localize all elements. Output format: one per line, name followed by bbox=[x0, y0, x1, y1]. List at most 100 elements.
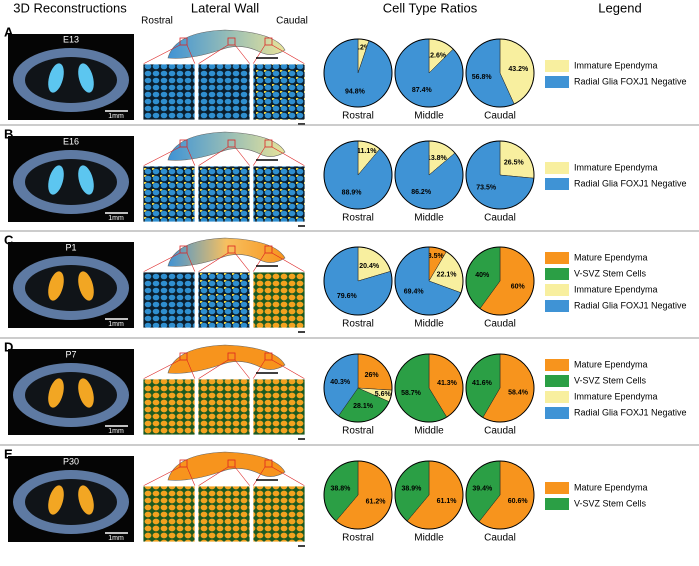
zoom-line bbox=[234, 44, 251, 65]
wall-box bbox=[227, 139, 236, 148]
pie-title: Middle bbox=[414, 319, 444, 330]
wall-box bbox=[227, 245, 236, 254]
scale-label: 1mm bbox=[108, 321, 124, 328]
brain-inner bbox=[25, 479, 117, 525]
pie-border bbox=[394, 460, 464, 530]
ventricle bbox=[48, 63, 64, 93]
column-header: Legend bbox=[598, 0, 641, 15]
slice-label: 38.9% bbox=[401, 485, 422, 492]
wall-box bbox=[179, 459, 188, 468]
scale-label: 1mm bbox=[108, 215, 124, 222]
slice-label: 8.5% bbox=[428, 253, 445, 260]
legend-swatch bbox=[545, 268, 569, 280]
zoom-line bbox=[234, 252, 251, 273]
legend-label: Immature Ependyma bbox=[574, 162, 658, 172]
pie-border bbox=[323, 353, 393, 423]
zoom-line bbox=[142, 252, 181, 273]
pie-border bbox=[465, 353, 535, 423]
cell-tile bbox=[252, 63, 306, 121]
ventricle bbox=[78, 271, 94, 301]
legend-swatch bbox=[545, 76, 569, 88]
legend-label: Radial Glia FOXJ1 Negative bbox=[574, 407, 687, 417]
cell-tile bbox=[252, 165, 306, 223]
zoom-line bbox=[252, 252, 266, 273]
lateral-wall bbox=[167, 451, 286, 481]
wall-box bbox=[227, 37, 236, 46]
slice-label: 38.8% bbox=[331, 485, 352, 492]
slice-label: 43.2% bbox=[508, 66, 529, 73]
pie-border bbox=[323, 246, 393, 316]
ventricle bbox=[78, 485, 94, 515]
legend-swatch bbox=[545, 300, 569, 312]
zoom-line bbox=[186, 252, 196, 273]
brain-inner bbox=[25, 159, 117, 205]
legend-label: Radial Glia FOXJ1 Negative bbox=[574, 300, 687, 310]
zoom-line bbox=[186, 359, 196, 380]
slice-label: 26.5% bbox=[504, 159, 525, 166]
legend-swatch bbox=[545, 359, 569, 371]
slice-label: 94.8% bbox=[345, 88, 366, 95]
zoom-line bbox=[142, 359, 181, 380]
ventricle bbox=[78, 165, 94, 195]
pie-border bbox=[323, 38, 393, 108]
pie-title: Caudal bbox=[484, 533, 516, 544]
zoom-line bbox=[186, 466, 196, 487]
slice-label: 41.6% bbox=[472, 380, 493, 387]
pie-title: Rostral bbox=[342, 213, 374, 224]
pie-title: Caudal bbox=[484, 213, 516, 224]
zoom-line bbox=[234, 466, 251, 487]
pie-border bbox=[465, 246, 535, 316]
slice-label: 40.3% bbox=[330, 379, 351, 386]
pie-border bbox=[394, 353, 464, 423]
slice-label: 40% bbox=[475, 272, 490, 279]
legend-label: Mature Ependyma bbox=[574, 482, 648, 492]
lateral-wall bbox=[167, 344, 286, 374]
zoom-line bbox=[252, 44, 266, 65]
zoom-line bbox=[197, 146, 229, 167]
wall-box bbox=[227, 352, 236, 361]
pie-title: Rostral bbox=[342, 426, 374, 437]
zoom-line bbox=[252, 359, 266, 380]
zoom-line bbox=[271, 252, 306, 273]
zoom-line bbox=[186, 146, 196, 167]
stage-label: P1 bbox=[65, 242, 76, 252]
wall-box bbox=[179, 37, 188, 46]
pie-title: Middle bbox=[414, 533, 444, 544]
lateral-wall bbox=[167, 131, 286, 161]
zoom-line bbox=[271, 146, 306, 167]
slice-label: 13.8% bbox=[427, 155, 448, 162]
legend-swatch bbox=[545, 407, 569, 419]
pie-border bbox=[394, 140, 464, 210]
zoom-line bbox=[271, 44, 306, 65]
slice-label: 61.1% bbox=[437, 498, 458, 505]
slice-label: 87.4% bbox=[412, 87, 433, 94]
ventricle bbox=[48, 485, 64, 515]
zoom-line bbox=[142, 466, 181, 487]
legend-label: Immature Ependyma bbox=[574, 284, 658, 294]
legend-label: Immature Ependyma bbox=[574, 391, 658, 401]
lateral-wall bbox=[167, 29, 286, 59]
pie-title: Caudal bbox=[484, 111, 516, 122]
wall-box bbox=[264, 352, 273, 361]
pie-border bbox=[394, 38, 464, 108]
legend-label: Mature Ependyma bbox=[574, 359, 648, 369]
stage-label: P7 bbox=[65, 349, 76, 359]
slice-label: 79.6% bbox=[337, 293, 358, 300]
wall-box bbox=[227, 459, 236, 468]
slice-label: 58.7% bbox=[401, 390, 422, 397]
wall-box bbox=[179, 352, 188, 361]
ventricle bbox=[78, 63, 94, 93]
pie-border bbox=[323, 460, 393, 530]
cell-tile bbox=[197, 378, 251, 436]
panel-letter: D bbox=[4, 339, 13, 354]
zoom-line bbox=[186, 44, 196, 65]
zoom-line bbox=[252, 146, 266, 167]
panel-letter: E bbox=[4, 446, 13, 461]
pie-title: Caudal bbox=[484, 319, 516, 330]
slice-label: 58.4% bbox=[508, 390, 529, 397]
slice-label: 88.9% bbox=[342, 189, 363, 196]
cell-tile bbox=[197, 63, 251, 121]
pie-title: Middle bbox=[414, 111, 444, 122]
ventricle bbox=[78, 378, 94, 408]
